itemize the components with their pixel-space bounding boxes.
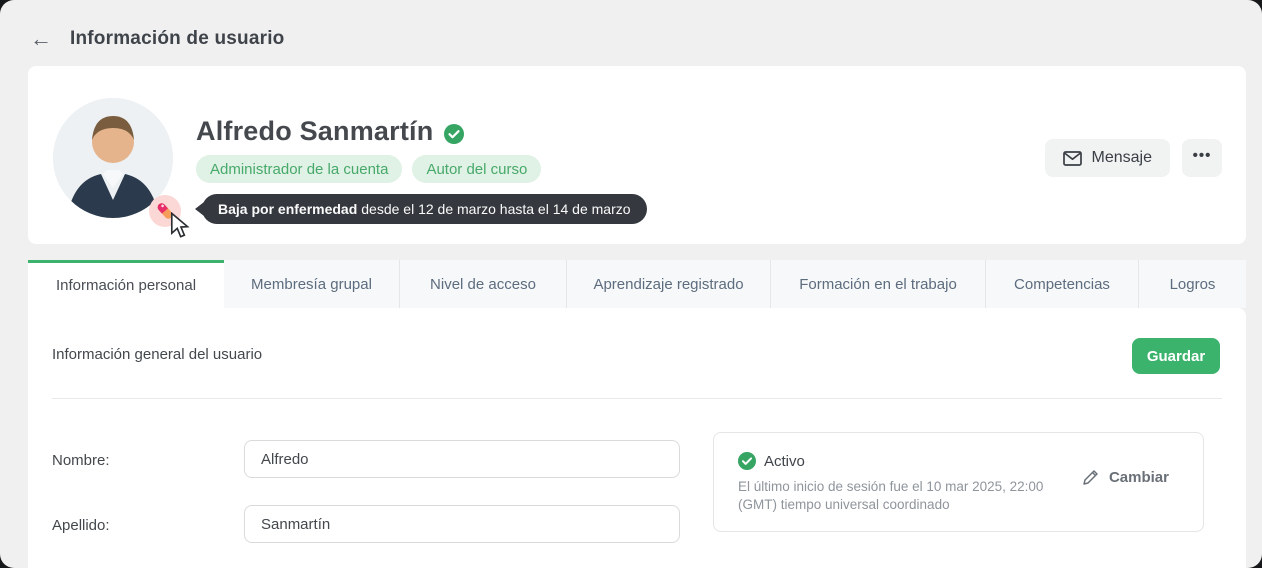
profile-card: Alfredo Sanmartín Administrador de la cu… [28,66,1246,244]
tab-logros[interactable]: Logros [1139,260,1246,308]
section-divider [52,398,1222,399]
envelope-icon [1062,150,1082,166]
tab-membresia-grupal[interactable]: Membresía grupal [224,260,400,308]
tab-formacion-en-el-trabajo[interactable]: Formación en el trabajo [771,260,986,308]
sick-leave-tooltip: Baja por enfermedad desde el 12 de marzo… [202,194,647,224]
save-button[interactable]: Guardar [1132,338,1220,374]
tooltip-detail: desde el 12 de marzo hasta el 14 de marz… [361,201,631,217]
personal-info-panel: Información general del usuario Guardar … [28,308,1246,568]
ellipsis-icon: ••• [1192,146,1212,164]
role-badges: Administrador de la cuenta Autor del cur… [196,155,542,183]
avatar [53,98,173,218]
account-status-card: Activo El último inicio de sesión fue el… [713,432,1204,532]
tab-nivel-de-acceso[interactable]: Nivel de acceso [400,260,567,308]
pill-icon [157,203,173,219]
pencil-icon [1083,470,1098,485]
verified-check-icon [444,123,465,144]
change-status-button[interactable]: Cambiar [1082,469,1169,486]
profile-tabs: Información personal Membresía grupal Ni… [28,260,1246,308]
last-name-input[interactable] [244,505,680,543]
first-name-input[interactable] [244,440,680,478]
role-badge-author: Autor del curso [412,155,542,183]
change-button-label: Cambiar [1108,469,1169,486]
more-options-button[interactable]: ••• [1182,139,1222,177]
section-title: Información general del usuario [52,346,263,363]
page-header: ← Información de usuario [0,0,1262,66]
status-label: Activo [764,452,805,470]
tab-informacion-personal[interactable]: Información personal [28,260,224,308]
last-login-text: El último inicio de sesión fue el 10 mar… [738,479,1044,512]
back-arrow-icon[interactable]: ← [30,24,60,54]
last-name-label: Apellido: [52,517,110,534]
active-check-icon [738,452,756,470]
user-name: Alfredo Sanmartín [196,116,434,146]
page-title: Información de usuario [70,28,285,49]
message-button[interactable]: Mensaje [1044,139,1170,177]
first-name-label: Nombre: [52,452,110,469]
tooltip-title: Baja por enfermedad [218,201,358,217]
tab-competencias[interactable]: Competencias [986,260,1139,308]
avatar-photo [53,98,173,218]
role-badge-admin: Administrador de la cuenta [196,155,403,183]
message-button-label: Mensaje [1091,149,1152,166]
tab-aprendizaje-registrado[interactable]: Aprendizaje registrado [567,260,771,308]
sick-leave-badge[interactable] [149,195,181,227]
